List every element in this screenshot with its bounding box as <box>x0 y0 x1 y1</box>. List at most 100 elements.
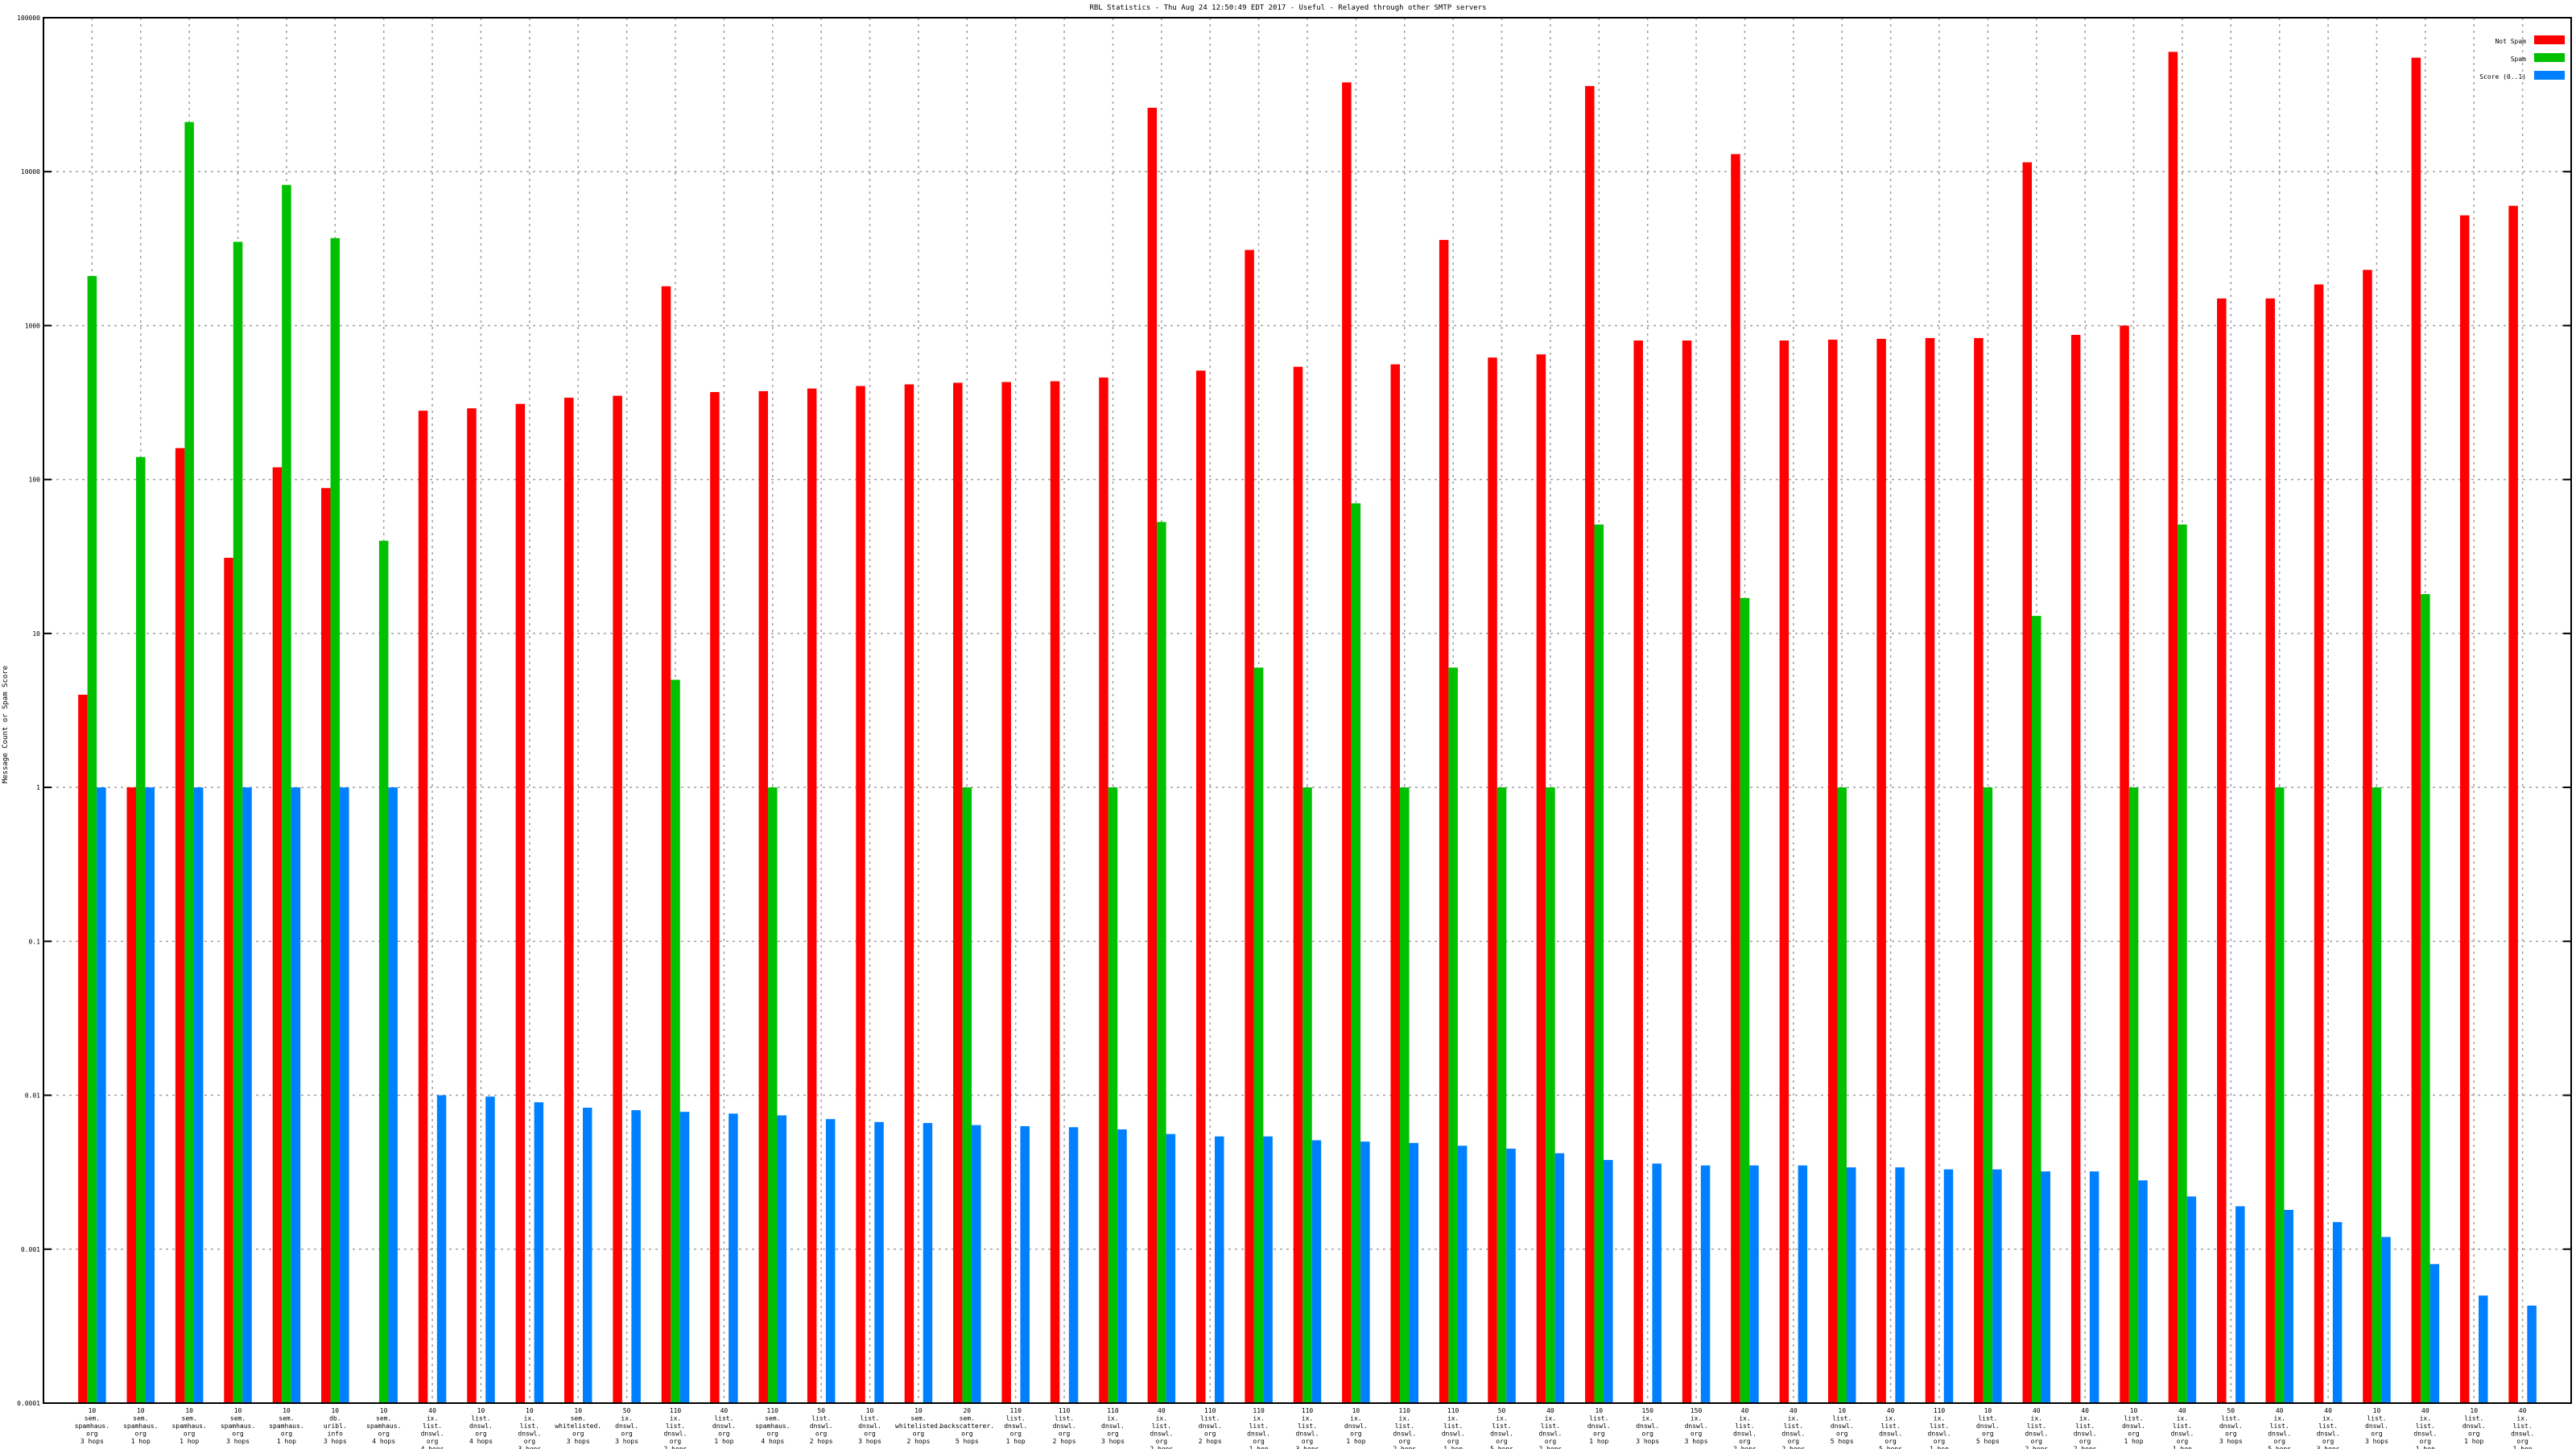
x-tick-label-line: org <box>572 1430 584 1438</box>
bar <box>136 456 146 1403</box>
bar <box>1682 340 1692 1403</box>
x-tick-label-line: list. <box>1832 1415 1852 1422</box>
x-tick-label-line: 40 <box>2178 1407 2186 1414</box>
bar <box>378 540 389 1403</box>
bar <box>1099 377 1108 1404</box>
x-tick-label: 20 sem. backscatterer. org 5 hops <box>940 1407 994 1445</box>
bar <box>87 275 97 1403</box>
bar <box>613 395 622 1403</box>
bar <box>321 488 331 1403</box>
x-tick-label: 40 ix. list. dnswl. org 2 hops <box>1150 1407 1173 1449</box>
bar <box>1439 240 1449 1404</box>
x-tick-label-line: ix. <box>2031 1415 2042 1422</box>
x-tick-label-line: 5 hops <box>956 1438 979 1445</box>
x-tick-label-line: 10 <box>866 1407 874 1414</box>
bar <box>515 403 526 1403</box>
x-tick-label-line: dnswl. <box>2074 1430 2097 1438</box>
x-tick-label: 10 sem. spamhaus. org 3 hops <box>75 1407 109 1445</box>
x-tick-label-line: list. <box>1152 1422 1171 1430</box>
x-tick-label-line: dnswl. <box>1976 1422 2000 1430</box>
y-tick-label: 0.01 <box>25 1092 40 1100</box>
x-tick-label-line: list. <box>1589 1415 1608 1422</box>
x-tick-label-line: 40 <box>1546 1407 1554 1414</box>
bar <box>126 787 137 1403</box>
x-tick-label-line: org <box>1156 1438 1168 1445</box>
x-tick-label-line: org <box>1350 1430 1362 1438</box>
x-tick-label-line: sem. <box>230 1415 246 1422</box>
x-tick-label-line: dnswl. <box>469 1422 493 1430</box>
x-tick-label-line: org <box>2371 1430 2383 1438</box>
legend-swatch <box>2534 35 2565 44</box>
x-tick-label: 40 ix. list. dnswl. org 2 hops <box>2074 1407 2097 1449</box>
x-tick-label-line: 3 hops <box>1685 1438 1708 1445</box>
x-tick-label: 10 sem. spamhaus. org 1 hop <box>269 1407 303 1445</box>
x-tick-label-line: spamhaus. <box>221 1422 255 1430</box>
x-tick-label-line: dnswl. <box>858 1422 881 1430</box>
bar <box>1943 1169 1954 1403</box>
x-tick-label-line: dnswl. <box>1150 1430 1173 1438</box>
bar <box>1700 1165 1711 1403</box>
x-tick-label: 110 list. dnswl. org 2 hops <box>1199 1407 1222 1445</box>
x-tick-label-line: 40 <box>1790 1407 1798 1414</box>
x-tick-label-line: org <box>1399 1438 1411 1445</box>
bar <box>1360 1141 1370 1403</box>
x-tick-label-line: 40 <box>2421 1407 2429 1414</box>
x-tick-label-line: org <box>475 1430 487 1438</box>
x-tick-label-line: org <box>1836 1430 1848 1438</box>
bar <box>2235 1206 2245 1403</box>
bar <box>777 1115 787 1403</box>
x-tick-label-line: 10 <box>185 1407 193 1414</box>
x-tick-label-line: db. <box>329 1415 341 1422</box>
x-tick-label-line: list. <box>666 1422 685 1430</box>
x-tick-label-line: 40 <box>2276 1407 2284 1414</box>
x-tick-label-line: list. <box>2075 1422 2095 1430</box>
bar <box>1652 1163 1662 1403</box>
x-tick-label-line: dnswl. <box>664 1430 687 1438</box>
x-tick-label: 10 sem. spamhaus. org 3 hops <box>221 1407 255 1445</box>
x-tick-label-line: org <box>1982 1430 1994 1438</box>
bar <box>282 184 291 1404</box>
x-tick-label-line: 110 <box>1447 1407 1459 1414</box>
x-tick-label-line: dnswl. <box>518 1430 541 1438</box>
y-tick-label: 1000 <box>25 322 40 329</box>
x-tick-label-line: org <box>815 1430 828 1438</box>
x-tick-label: 10 db. uribl. info 3 hops <box>324 1407 347 1445</box>
x-tick-label-line: ix. <box>1302 1415 1313 1422</box>
x-tick-label-line: dnswl. <box>421 1430 444 1438</box>
x-tick-label-line: list. <box>1249 1422 1269 1430</box>
x-tick-label-line: list. <box>1930 1422 1949 1430</box>
x-tick-label-line: 10 <box>380 1407 388 1414</box>
bar <box>1779 340 1790 1403</box>
x-tick-label-line: org <box>232 1430 244 1438</box>
x-tick-label-line: 4 hops <box>761 1438 784 1445</box>
x-tick-label: 50 list. dnswl. org 3 hops <box>2219 1407 2243 1445</box>
x-tick-label-line: ix. <box>1739 1415 1750 1422</box>
x-tick-label-line: spamhaus. <box>171 1422 206 1430</box>
x-tick-label-line: 10 <box>1984 1407 1992 1414</box>
x-tick-label-line: 110 <box>1009 1407 1022 1414</box>
x-tick-label-line: 1 hop <box>1346 1438 1365 1445</box>
x-tick-label: 40 ix. list. dnswl. org 1 hop <box>2170 1407 2194 1449</box>
x-tick-label-line: org <box>913 1430 925 1438</box>
bar <box>874 1121 884 1403</box>
x-tick-label-line: org <box>767 1430 779 1438</box>
x-tick-label-line: list. <box>2513 1422 2533 1430</box>
x-tick-label-line: dnswl. <box>2025 1430 2048 1438</box>
x-tick-label-line: 5 hops <box>2268 1446 2291 1449</box>
x-tick-label: 110 ix. list. dnswl. org 3 hops <box>1296 1407 1319 1449</box>
x-tick-label: 110 ix. list. dnswl. org 1 hop <box>1928 1407 1951 1449</box>
x-tick-label-line: org <box>2516 1438 2529 1445</box>
x-tick-label-line: dnswl. <box>2365 1422 2388 1430</box>
bar <box>1050 381 1060 1403</box>
x-tick-label-line: org <box>1545 1438 1557 1445</box>
x-tick-label-line: list. <box>2464 1415 2483 1422</box>
x-tick-label: 10 list. dnswl. org 3 hops <box>2365 1407 2388 1445</box>
x-tick-label-line: list. <box>1541 1422 1560 1430</box>
x-tick-label-line: list. <box>860 1415 879 1422</box>
bar <box>679 1112 690 1403</box>
x-tick-label-line: 1 hop <box>1443 1446 1463 1449</box>
y-tick-label: 1 <box>36 784 40 791</box>
x-tick-label-line: 1 hop <box>2173 1446 2192 1449</box>
x-tick-label-line: 3 hops <box>2219 1438 2243 1445</box>
x-tick-label-line: dnswl. <box>712 1422 736 1430</box>
